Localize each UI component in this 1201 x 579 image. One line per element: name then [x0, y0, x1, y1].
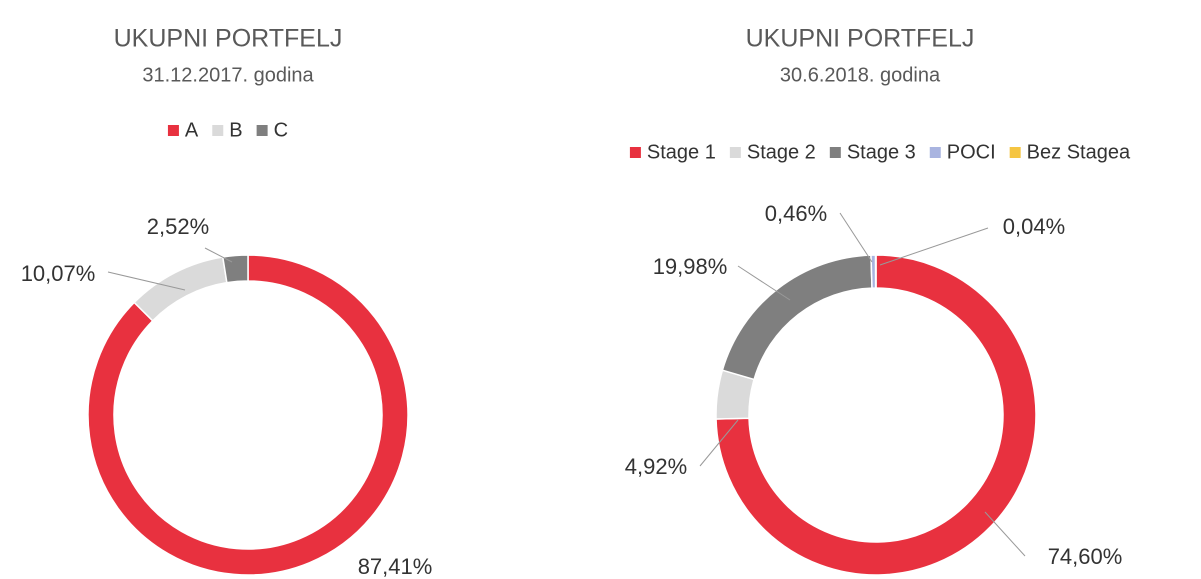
chart-subtitle: 30.6.2018. godina [780, 64, 941, 86]
legend-label: Stage 1 [647, 141, 716, 163]
chart-title: UKUPNI PORTFELJ [746, 25, 975, 53]
data-label: 10,07% [21, 261, 96, 286]
donut-segment [221, 254, 249, 284]
legend-label: A [185, 119, 199, 141]
leader-line [699, 419, 739, 467]
legend-swatch [629, 147, 641, 158]
legend-label: POCI [947, 141, 996, 163]
chart-title: UKUPNI PORTFELJ [114, 25, 343, 53]
leader-line [839, 212, 873, 263]
legend-swatch [929, 147, 941, 158]
legend-swatch [829, 147, 841, 158]
chart-subtitle: 31.12.2017. godina [142, 64, 314, 86]
legend-swatch [256, 125, 268, 136]
legend-label: C [274, 119, 288, 141]
data-label: 2,52% [147, 214, 209, 239]
data-label: 0,04% [1003, 214, 1065, 239]
leader-line [879, 227, 989, 266]
donut-segment [721, 254, 873, 381]
data-label: 87,41% [358, 554, 433, 579]
legend-swatch [1009, 147, 1021, 158]
data-label: 0,46% [765, 201, 827, 226]
legend-label: Stage 3 [847, 141, 916, 163]
leader-line [737, 265, 791, 301]
data-label: 74,60% [1048, 544, 1123, 569]
legend-label: B [229, 119, 242, 141]
data-label: 4,92% [625, 454, 687, 479]
legend-label: Stage 2 [747, 141, 816, 163]
leader-line [107, 271, 186, 291]
donut-segment [87, 254, 409, 576]
legend-swatch [167, 125, 179, 136]
donut-segment [715, 254, 1037, 576]
legend-label: Bez Stagea [1027, 141, 1131, 163]
legend-swatch [729, 147, 741, 158]
legend-swatch [212, 125, 224, 136]
leader-line [204, 247, 233, 263]
leader-line [984, 511, 1026, 557]
data-label: 19,98% [653, 254, 728, 279]
